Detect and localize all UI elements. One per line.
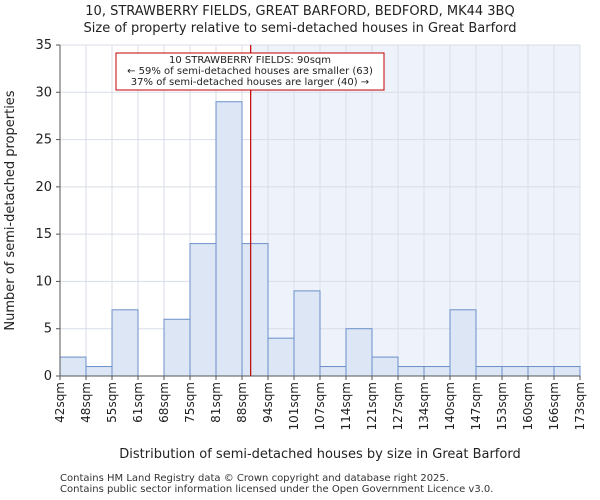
x-tick-label: 81sqm bbox=[209, 382, 223, 423]
histogram-bar bbox=[553, 366, 581, 377]
x-tick-label: 88sqm bbox=[235, 382, 249, 423]
histogram-bar bbox=[449, 309, 477, 377]
x-tick-label: 42sqm bbox=[53, 382, 67, 423]
histogram-bar bbox=[319, 366, 347, 377]
histogram-bar bbox=[475, 366, 503, 377]
histogram-bar bbox=[527, 366, 555, 377]
x-tick-label: 107sqm bbox=[313, 382, 327, 430]
y-tick-label: 20 bbox=[35, 180, 52, 195]
x-tick-label: 166sqm bbox=[547, 382, 561, 430]
x-tick-label: 68sqm bbox=[157, 382, 171, 423]
histogram-bar bbox=[423, 366, 451, 377]
footer-licence: Contains public sector information licen… bbox=[60, 484, 494, 495]
y-tick-label: 30 bbox=[35, 85, 52, 100]
histogram-bar bbox=[267, 337, 295, 377]
histogram-bar bbox=[397, 366, 425, 377]
x-tick-label: 75sqm bbox=[183, 382, 197, 423]
x-tick-label: 127sqm bbox=[391, 382, 405, 430]
y-tick-label: 15 bbox=[35, 227, 52, 242]
chart-title: 10, STRAWBERRY FIELDS, GREAT BARFORD, BE… bbox=[85, 4, 515, 19]
annotation-line-2: ← 59% of semi-detached houses are smalle… bbox=[127, 66, 373, 77]
histogram-bar bbox=[215, 101, 243, 377]
x-tick-label: 147sqm bbox=[469, 382, 483, 430]
x-tick-label: 94sqm bbox=[261, 382, 275, 423]
y-tick-label: 25 bbox=[35, 133, 52, 148]
chart-subtitle: Size of property relative to semi-detach… bbox=[83, 21, 517, 36]
x-tick-label: 121sqm bbox=[365, 382, 379, 430]
x-tick-label: 55sqm bbox=[105, 382, 119, 423]
footer-copyright: Contains HM Land Registry data © Crown c… bbox=[60, 473, 449, 484]
x-tick-label: 48sqm bbox=[79, 382, 93, 423]
annotation-line-1: 10 STRAWBERRY FIELDS: 90sqm bbox=[169, 55, 331, 66]
histogram-bar bbox=[189, 243, 217, 377]
histogram-bar bbox=[293, 290, 321, 377]
x-tick-label: 101sqm bbox=[287, 382, 301, 430]
x-tick-label: 140sqm bbox=[443, 382, 457, 430]
x-tick-label: 114sqm bbox=[339, 382, 353, 430]
histogram-bar bbox=[371, 356, 399, 377]
x-tick-label: 160sqm bbox=[521, 382, 535, 430]
x-tick-label: 134sqm bbox=[417, 382, 431, 430]
histogram-bar bbox=[241, 243, 269, 377]
histogram-bar bbox=[501, 366, 529, 377]
annotation-box bbox=[115, 52, 385, 91]
histogram-bar bbox=[345, 328, 373, 377]
x-axis-title: Distribution of semi-detached houses by … bbox=[119, 447, 520, 462]
x-tick-label: 173sqm bbox=[573, 382, 587, 430]
x-tick-label: 153sqm bbox=[495, 382, 509, 430]
y-tick-label: 35 bbox=[35, 38, 52, 53]
histogram-bar bbox=[163, 318, 191, 377]
y-tick-label: 5 bbox=[44, 322, 52, 337]
histogram-bar bbox=[85, 366, 113, 377]
annotation-line-3: 37% of semi-detached houses are larger (… bbox=[131, 77, 369, 88]
histogram-bar bbox=[111, 309, 139, 377]
histogram-bar bbox=[59, 356, 87, 377]
x-tick-label: 61sqm bbox=[131, 382, 145, 423]
y-axis-title: Number of semi-detached properties bbox=[3, 90, 18, 330]
y-tick-label: 0 bbox=[44, 369, 52, 384]
y-tick-label: 10 bbox=[35, 274, 52, 289]
